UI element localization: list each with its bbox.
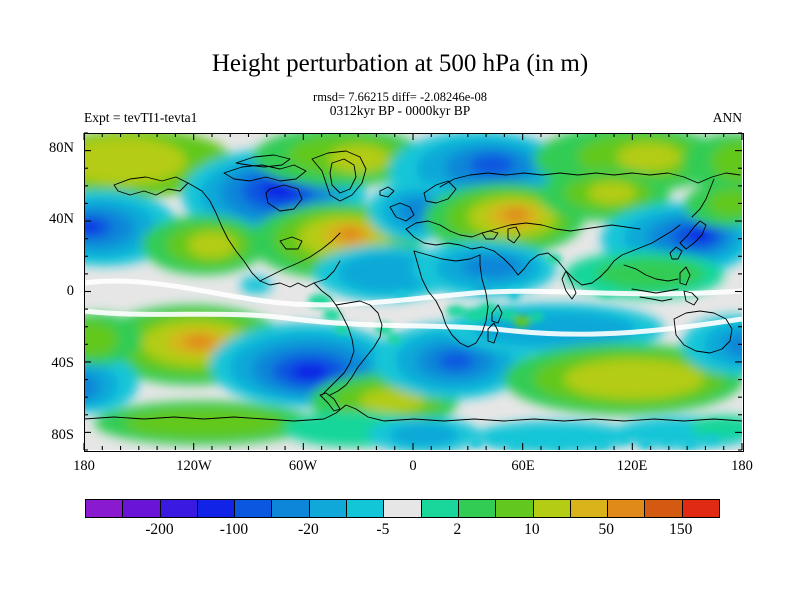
x-tick-label: 60E bbox=[511, 458, 535, 474]
colorbar-cell bbox=[421, 500, 459, 517]
x-tick-label: 0 bbox=[409, 458, 417, 474]
y-tick-label: 80N bbox=[49, 140, 74, 156]
experiment-label: Expt = tevTI1-tevta1 bbox=[84, 110, 198, 125]
colorbar-cell bbox=[682, 500, 720, 517]
map-plot-area bbox=[84, 133, 742, 450]
coastline-overlay bbox=[84, 150, 742, 422]
colorbar-tick-label: 50 bbox=[598, 521, 615, 538]
anomaly-contour-field bbox=[84, 133, 742, 450]
colorbar-cell bbox=[272, 500, 310, 517]
colorbar-tick-label: -100 bbox=[219, 521, 249, 538]
x-tick-label: 180 bbox=[731, 458, 753, 474]
x-tick-label: 180 bbox=[73, 458, 95, 474]
colorbar-cell bbox=[570, 500, 609, 517]
y-tick-label: 80S bbox=[51, 427, 74, 443]
colorbar-cell bbox=[86, 500, 124, 517]
colorbar-cell bbox=[123, 500, 161, 517]
chart-subtitle-period: 0312kyr BP - 0000kyr BP bbox=[329, 103, 471, 118]
colorbar-tick-label: -200 bbox=[145, 521, 174, 538]
colorbar-tick-label: 2 bbox=[453, 521, 462, 538]
chart-title: Height perturbation at 500 hPa (in m) bbox=[211, 50, 589, 77]
colorbar-tick-label: -20 bbox=[298, 521, 319, 538]
colorbar-cell bbox=[533, 500, 571, 517]
chart-subtitle-stats: rmsd= 7.66215 diff= -2.08246e-08 bbox=[313, 90, 487, 104]
colorbar-cell bbox=[197, 500, 236, 517]
season-label: ANN bbox=[712, 110, 742, 125]
colorbar-cell bbox=[496, 500, 534, 517]
colorbar-tick-label: -5 bbox=[376, 521, 390, 538]
x-tick-label: 120E bbox=[616, 458, 648, 474]
colorbar-cell bbox=[608, 500, 646, 517]
y-tick-label: 40S bbox=[51, 355, 74, 371]
colorbar[interactable] bbox=[85, 499, 720, 518]
colorbar-tick-label: 10 bbox=[524, 521, 540, 538]
colorbar-cell bbox=[235, 500, 273, 517]
colorbar-cell bbox=[384, 500, 422, 517]
colorbar-tick-label: 150 bbox=[669, 521, 693, 538]
y-tick-label: 0 bbox=[66, 283, 74, 299]
colorbar-cell bbox=[347, 500, 385, 517]
colorbar-cell bbox=[309, 500, 348, 517]
colorbar-cell bbox=[645, 500, 683, 517]
colorbar-cell bbox=[160, 500, 198, 517]
x-tick-label: 120W bbox=[176, 458, 212, 474]
colorbar-cell bbox=[458, 500, 497, 517]
y-tick-label: 40N bbox=[49, 211, 74, 227]
x-tick-label: 60W bbox=[288, 458, 318, 474]
